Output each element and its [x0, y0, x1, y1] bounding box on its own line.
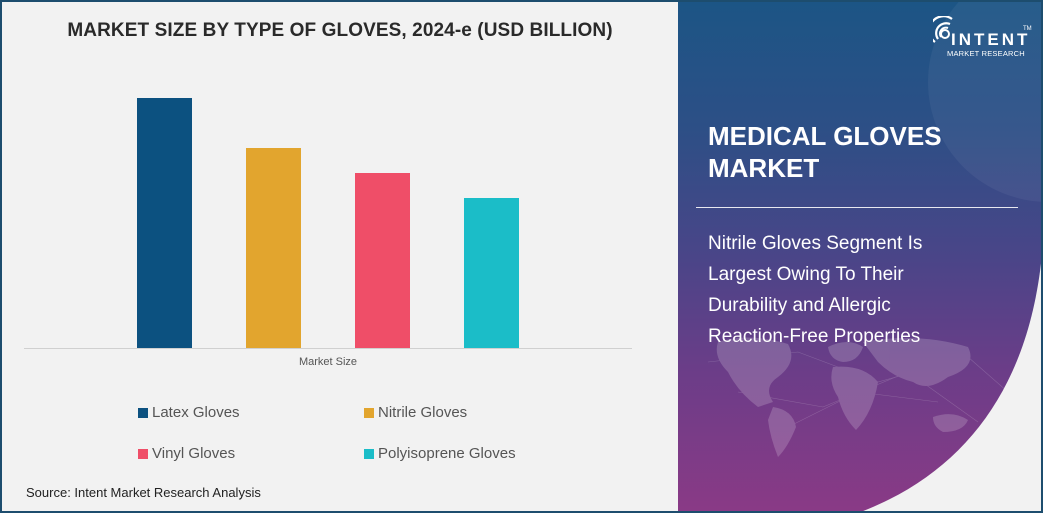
legend-swatch-vinyl [138, 448, 148, 459]
legend-label: Vinyl Gloves [152, 445, 236, 462]
source-note: Source: Intent Market Research Analysis [26, 485, 261, 500]
key-insight: Nitrile Gloves Segment Is Largest Owing … [708, 228, 1008, 352]
legend-item-nitrile: Nitrile Gloves [364, 404, 467, 421]
bar-latex-gloves [137, 98, 192, 348]
insight-line: Durability and Allergic [708, 295, 891, 316]
bar-vinyl-gloves [355, 173, 410, 348]
headline-line: MARKET [708, 153, 820, 183]
insight-line: Reaction-Free Properties [708, 326, 921, 347]
legend-label: Nitrile Gloves [378, 404, 468, 421]
logo-trademark: TM [1023, 26, 1032, 32]
summary-panel: INTENT TM MARKET RESEARCH MEDICAL GLOVES… [678, 2, 1043, 513]
divider [696, 207, 1018, 208]
legend-item-vinyl: Vinyl Gloves [138, 445, 235, 462]
bar-nitrile-gloves [246, 148, 301, 348]
insight-line: Nitrile Gloves Segment Is [708, 233, 923, 254]
x-axis-line [24, 348, 632, 349]
x-axis-category-label: Market Size [298, 356, 358, 368]
world-network-map-icon [678, 332, 1043, 462]
legend-item-latex: Latex Gloves [138, 404, 240, 421]
chart-panel: MARKET SIZE BY TYPE OF GLOVES, 2024-e (U… [2, 2, 678, 511]
insight-line: Largest Owing To Their [708, 264, 904, 285]
plot-area [24, 62, 632, 350]
signal-waves-icon [933, 16, 963, 46]
headline-line: MEDICAL GLOVES [708, 121, 942, 151]
legend: Latex Gloves Nitrile Gloves Vinyl Gloves… [138, 402, 618, 472]
legend-item-polyisoprene: Polyisoprene Gloves [364, 445, 516, 462]
logo-wordmark: INTENT [951, 30, 1031, 49]
logo-subtitle: MARKET RESEARCH [947, 49, 1025, 58]
legend-swatch-nitrile [364, 407, 374, 418]
chart-title: MARKET SIZE BY TYPE OF GLOVES, 2024-e (U… [67, 20, 613, 41]
legend-swatch-polyisoprene [364, 448, 374, 459]
intent-logo: INTENT TM MARKET RESEARCH [933, 16, 1033, 60]
legend-label: Polyisoprene Gloves [378, 445, 516, 462]
bar-polyisoprene-gloves [464, 198, 519, 348]
market-headline: MEDICAL GLOVES MARKET [708, 120, 1008, 184]
legend-label: Latex Gloves [152, 404, 240, 421]
legend-swatch-latex [138, 407, 148, 418]
